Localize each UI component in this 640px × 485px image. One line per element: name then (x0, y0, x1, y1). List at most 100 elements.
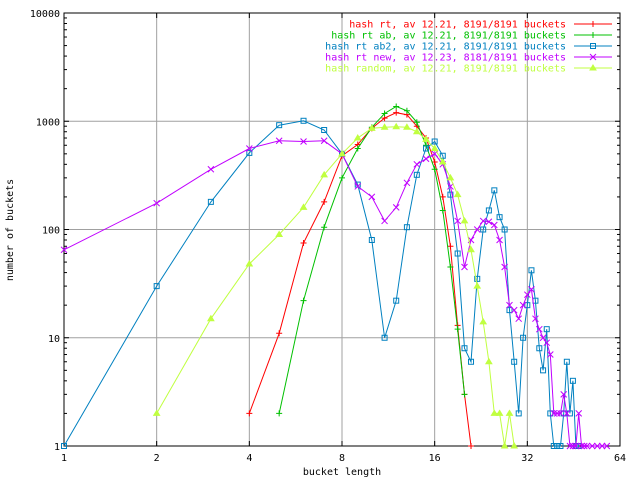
x-tick-label: 2 (154, 453, 160, 464)
data-point (367, 124, 376, 131)
data-point (300, 297, 307, 304)
data-point (453, 190, 462, 198)
grid-layer (64, 13, 620, 446)
data-point (496, 214, 503, 221)
data-point (422, 135, 430, 142)
y-tick-label: 10000 (30, 9, 60, 20)
data-point (454, 217, 461, 225)
data-point (580, 442, 588, 450)
data-point (447, 191, 454, 198)
series-line (156, 126, 515, 447)
data-point (461, 391, 468, 398)
data-point (61, 443, 67, 449)
data-point (524, 302, 531, 309)
x-axis-label: bucket length (303, 467, 381, 478)
data-point (563, 410, 571, 417)
data-point (461, 263, 468, 271)
data-point (557, 410, 564, 417)
data-point (550, 443, 557, 449)
y-tick-label: 100 (42, 226, 60, 237)
data-point (496, 236, 503, 244)
data-point (276, 410, 283, 417)
data-point (60, 246, 68, 254)
data-point (439, 193, 446, 200)
data-point (393, 109, 400, 116)
data-point (454, 250, 461, 257)
data-point (381, 334, 388, 341)
data-point (480, 226, 487, 233)
data-point (447, 183, 454, 190)
data-point (468, 443, 475, 449)
series-2 (61, 117, 582, 449)
legend-label: hash rt ab2, av 12.21, 8191/8191 buckets (325, 42, 566, 53)
legend-label: hash rt new, av 12.23, 8181/8191 buckets (325, 53, 566, 64)
data-point (422, 155, 430, 163)
legend-marker (590, 32, 596, 38)
data-point (403, 179, 411, 187)
data-point (446, 173, 455, 181)
data-point (439, 207, 446, 214)
data-point (368, 193, 376, 201)
data-point (438, 158, 447, 165)
data-point (276, 122, 283, 129)
legend-marker (590, 43, 596, 49)
data-point (300, 138, 307, 145)
data-point (454, 326, 461, 333)
data-point (520, 334, 527, 341)
data-point (423, 142, 430, 149)
data-point (392, 204, 400, 211)
data-point (539, 334, 547, 342)
data-point (246, 410, 253, 417)
data-point (461, 345, 468, 352)
data-point (338, 149, 346, 157)
data-point (528, 285, 535, 293)
data-point (353, 134, 362, 141)
data-point (299, 203, 308, 210)
data-point (485, 218, 493, 226)
data-point (506, 307, 513, 314)
legend-label: hash random, av 12.21, 8191/8191 buckets (325, 64, 566, 75)
data-point (474, 275, 481, 282)
data-point (245, 145, 253, 152)
data-point (491, 187, 498, 194)
series-line (278, 105, 465, 414)
data-point (246, 149, 253, 156)
data-point (403, 123, 411, 130)
legend-label: hash rt ab, av 12.21, 8191/8191 buckets (331, 31, 566, 42)
data-point (547, 410, 554, 417)
series-1 (276, 103, 468, 417)
data-point (152, 409, 161, 416)
data-point (275, 230, 284, 237)
data-point (473, 226, 481, 233)
data-point (572, 442, 580, 450)
data-point (393, 103, 400, 110)
data-point (501, 226, 508, 233)
series-4 (152, 122, 519, 449)
data-point (430, 144, 439, 152)
data-point (460, 216, 469, 224)
data-point (510, 306, 518, 314)
data-point (339, 174, 345, 181)
data-point (321, 224, 328, 231)
series-layer (60, 103, 611, 450)
data-point (495, 409, 504, 416)
data-point (536, 345, 543, 352)
data-point (501, 263, 508, 271)
data-point (321, 198, 328, 205)
data-point (368, 236, 375, 243)
data-point (515, 410, 522, 417)
data-point (485, 207, 492, 214)
data-point (557, 443, 564, 449)
data-point (569, 442, 577, 450)
legend-marker (589, 53, 597, 61)
data-point (473, 282, 482, 289)
data-point (393, 297, 400, 304)
data-point (447, 243, 454, 250)
data-point (468, 358, 475, 365)
data-point (515, 315, 523, 323)
data-point (413, 119, 420, 126)
data-point (540, 367, 547, 374)
y-axis-label: number of buckets (5, 179, 16, 281)
data-point (206, 314, 215, 322)
data-point (276, 330, 283, 337)
